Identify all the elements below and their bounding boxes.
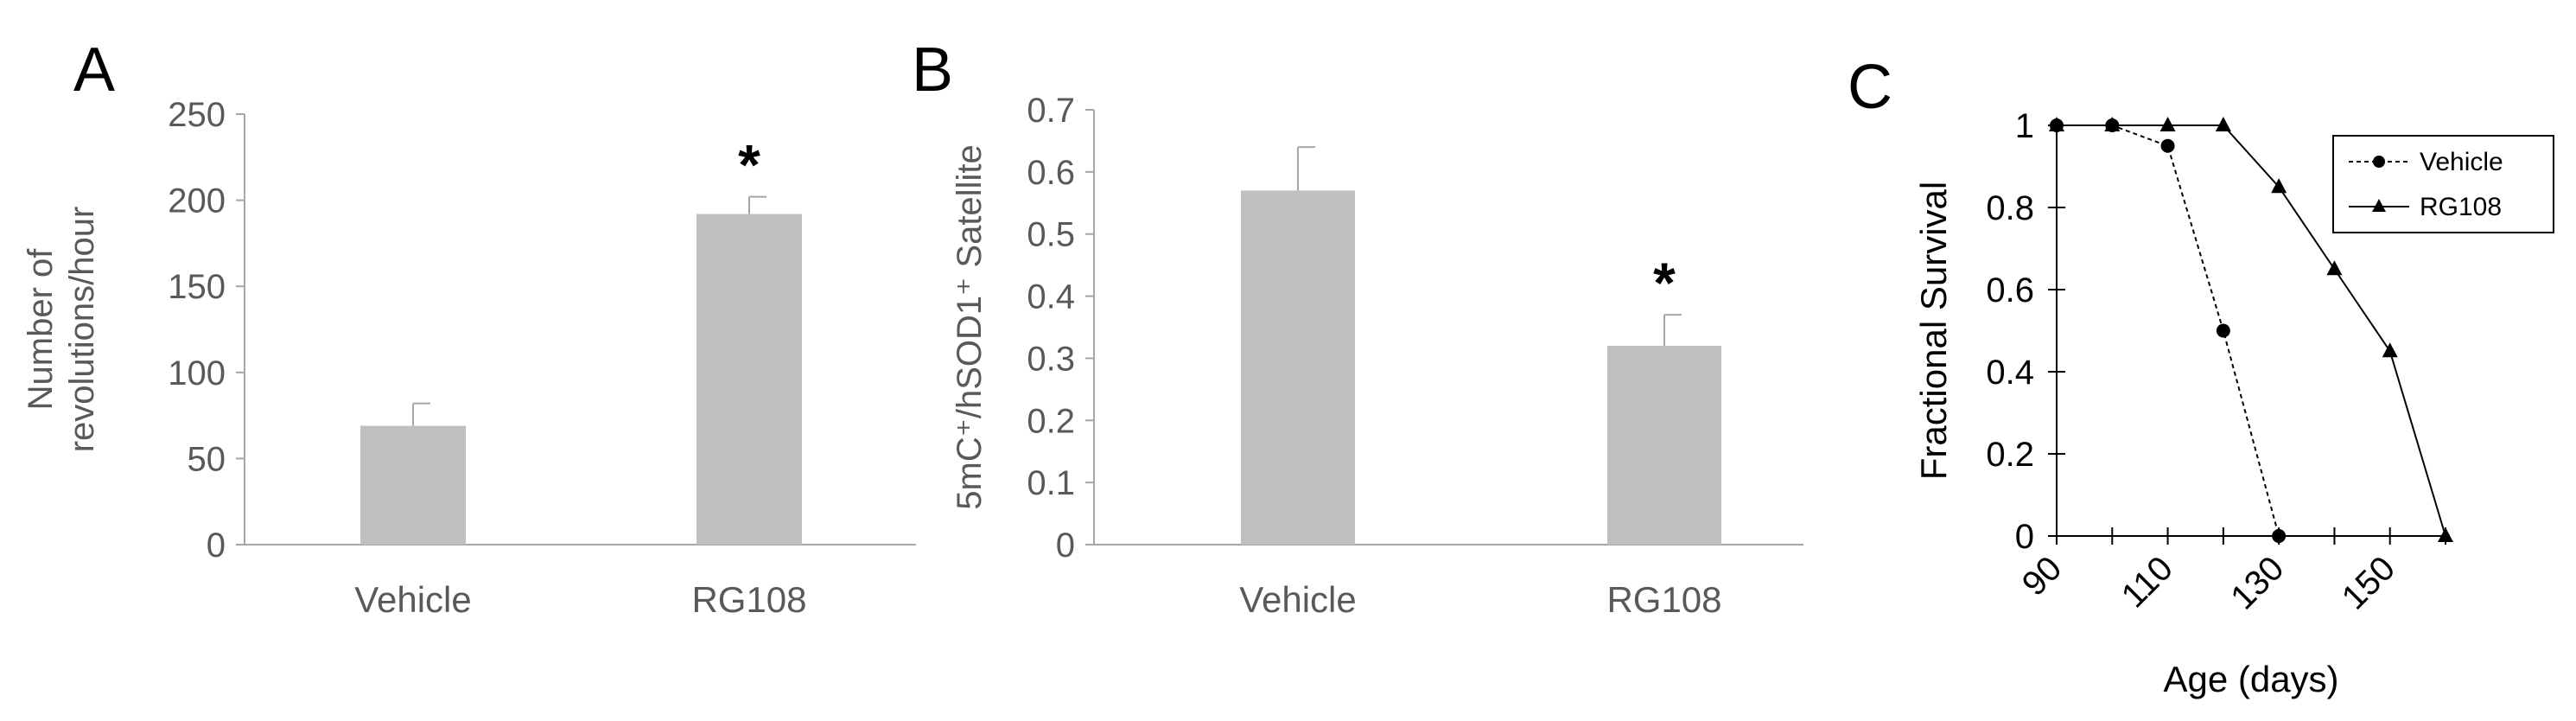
legend-label: RG108 [2420, 193, 2502, 221]
y-axis-label-line: revolutions/hour [63, 207, 101, 453]
x-tick-label: 90 [2015, 549, 2070, 603]
y-tick-label: 0.2 [1027, 402, 1075, 440]
y-tick-label: 150 [168, 268, 226, 306]
point-vehicle [2160, 138, 2175, 153]
legend-marker [2373, 156, 2385, 168]
y-axis-label: 5mC⁺/hSOD1⁺ Satellite [951, 144, 989, 509]
y-tick-label: 250 [168, 96, 226, 134]
legend-marker [2372, 199, 2386, 212]
x-category-label: RG108 [1606, 579, 1721, 620]
y-tick-label: 100 [168, 354, 226, 392]
bar-vehicle [1241, 190, 1355, 545]
chart-c: 0 0.2 0.4 0.6 0.8 1 90 110 130 150 Vehicle RG108 Age… [1913, 107, 2554, 699]
bar-rg108 [1607, 346, 1721, 545]
y-tick-label: 0.2 [1986, 436, 2034, 474]
y-axis-label: Number of revolutions/hour [22, 207, 101, 453]
x-axis-label: Age (days) [2163, 659, 2338, 699]
point-rg108 [2159, 117, 2176, 131]
significance-star: * [1653, 251, 1676, 315]
y-tick-label: 1 [2015, 107, 2034, 145]
y-tick-label: 50 [188, 440, 226, 478]
point-vehicle [2216, 323, 2230, 338]
legend-label: Vehicle [2420, 148, 2503, 176]
x-category-label: Vehicle [354, 579, 471, 620]
y-tick-label: 0 [1056, 526, 1075, 565]
point-rg108 [2271, 178, 2287, 194]
y-axis-label: Fractional Survival [1913, 182, 1954, 480]
x-category-label: RG108 [691, 579, 806, 620]
series-line-vehicle [2057, 124, 2280, 537]
chart-a: 0 50 100 150 200 250 Vehicle RG108 * Number of rev… [22, 96, 916, 620]
point-rg108 [2326, 260, 2343, 276]
series-line-rg108 [2057, 124, 2446, 537]
bar-vehicle [360, 425, 466, 545]
y-tick-label: 200 [168, 182, 226, 220]
y-tick-label: 0.8 [1986, 189, 2034, 227]
point-rg108 [2215, 117, 2231, 131]
panel-letter-c: C [1848, 53, 1892, 122]
chart-b: 0 0.1 0.2 0.3 0.4 0.5 0.6 0.7 Vehicle RG108 * 5mC⁺/… [951, 92, 1803, 620]
y-tick-label: 0.1 [1027, 464, 1075, 502]
y-axis-label-line: Number of [22, 248, 60, 411]
point-rg108 [2382, 342, 2398, 358]
y-tick-label: 0.7 [1027, 92, 1075, 130]
x-tick-label: 150 [2335, 549, 2402, 616]
y-tick-label: 0.4 [1027, 278, 1075, 316]
panel-letter-b: B [912, 35, 953, 105]
point-rg108 [2438, 527, 2453, 542]
bar-rg108 [696, 214, 802, 545]
significance-star: * [738, 133, 760, 197]
x-category-label: Vehicle [1239, 579, 1356, 620]
panel-letter-a: A [73, 35, 115, 105]
y-tick-label: 0 [2015, 518, 2034, 556]
point-vehicle [2272, 529, 2287, 543]
y-tick-label: 0 [207, 526, 226, 565]
point-rg108 [2049, 117, 2064, 131]
legend-box [2332, 135, 2554, 233]
point-rg108 [2104, 117, 2121, 131]
y-tick-label: 0.3 [1027, 340, 1075, 378]
x-tick-label: 110 [2115, 549, 2180, 615]
y-tick-label: 0.6 [1027, 154, 1075, 192]
y-tick-label: 0.6 [1986, 271, 2034, 309]
y-tick-label: 0.4 [1986, 354, 2034, 392]
y-tick-label: 0.5 [1027, 216, 1075, 254]
x-tick-label: 130 [2223, 549, 2291, 616]
